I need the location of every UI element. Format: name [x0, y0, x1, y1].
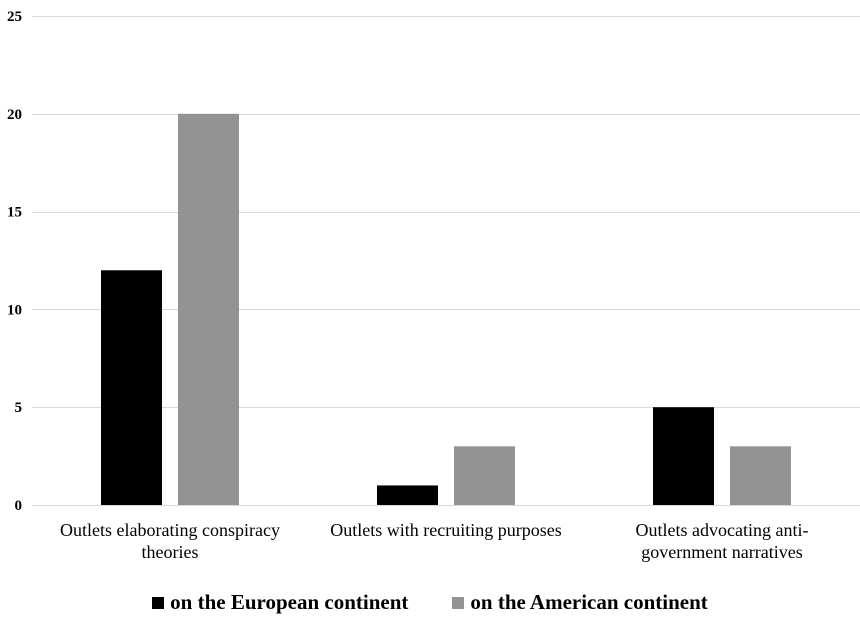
- y-tick-label: 0: [15, 498, 23, 514]
- bar-series1-cat2: [730, 446, 791, 505]
- x-tick-label: Outlets advocating anti-government narra…: [636, 520, 809, 562]
- legend-swatch-american: [452, 596, 465, 609]
- bar-chart: 0 5 10 15 20 25 Outlets elaborating conspirac…: [7, 9, 860, 562]
- y-tick-label: 5: [15, 400, 23, 416]
- gridlines: [32, 16, 860, 506]
- legend-label-european: on the European continent: [170, 590, 409, 614]
- y-tick-label: 10: [7, 302, 22, 318]
- y-tick-label: 15: [7, 205, 22, 221]
- legend: on the European continent on the America…: [0, 590, 860, 615]
- bars: [101, 113, 791, 506]
- y-tick-label: 25: [7, 9, 22, 25]
- x-tick-label: Outlets with recruiting purposes: [330, 520, 561, 540]
- legend-swatch-european: [152, 596, 165, 609]
- legend-item-european: on the European continent: [152, 590, 408, 615]
- y-axis-ticks: 0 5 10 15 20 25: [7, 9, 22, 514]
- x-tick-label: Outlets elaborating conspiracy theories: [60, 520, 280, 562]
- x-axis-ticks: Outlets elaborating conspiracy theories Ou…: [60, 520, 808, 562]
- y-tick-label: 20: [7, 107, 22, 123]
- bar-series0-cat2: [653, 407, 714, 505]
- legend-label-american: on the American continent: [470, 590, 708, 614]
- bar-series1-cat1: [454, 446, 515, 505]
- legend-item-american: on the American continent: [452, 590, 708, 615]
- bar-series1-cat0: [178, 113, 239, 506]
- bar-series0-cat0: [101, 270, 162, 505]
- bar-series0-cat1: [377, 485, 438, 505]
